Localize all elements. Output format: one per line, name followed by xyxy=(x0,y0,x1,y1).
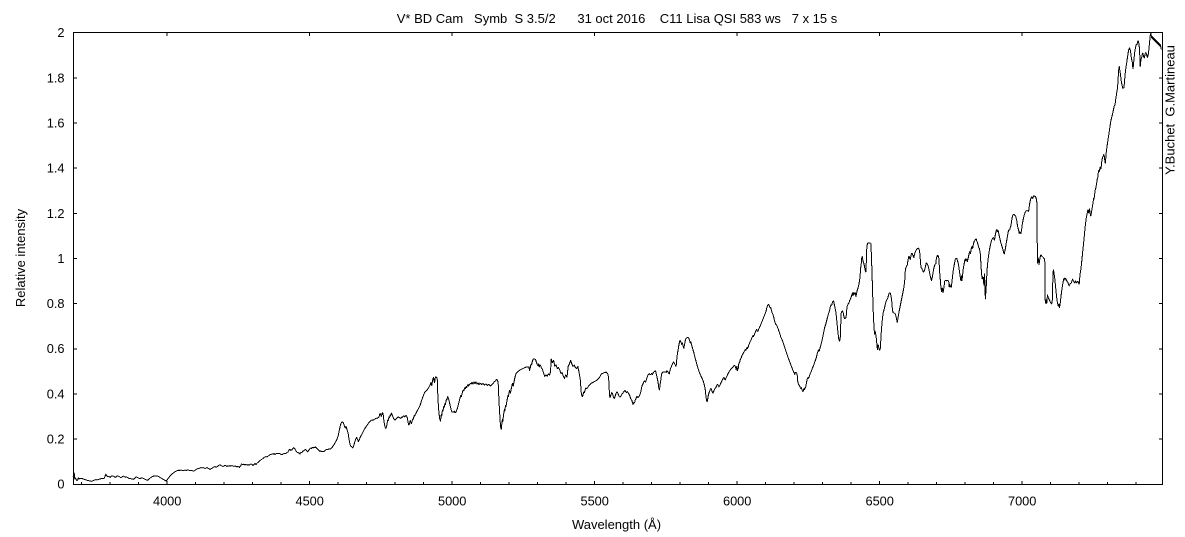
svg-text:0: 0 xyxy=(57,477,64,492)
svg-text:6000: 6000 xyxy=(723,494,751,509)
svg-text:Wavelength (Å): Wavelength (Å) xyxy=(572,517,661,532)
svg-text:0.2: 0.2 xyxy=(47,432,65,447)
svg-text:0.4: 0.4 xyxy=(47,386,65,401)
svg-text:1.8: 1.8 xyxy=(47,70,65,85)
svg-text:5000: 5000 xyxy=(438,494,466,509)
svg-text:7000: 7000 xyxy=(1008,494,1036,509)
svg-text:1.4: 1.4 xyxy=(47,161,65,176)
svg-text:4000: 4000 xyxy=(153,494,181,509)
svg-text:1.6: 1.6 xyxy=(47,116,65,131)
svg-text:1.2: 1.2 xyxy=(47,206,65,221)
svg-text:4500: 4500 xyxy=(295,494,323,509)
svg-text:V* BD Cam Symb S 3.5/2: V* BD Cam Symb S 3.5/2 31 oct 2016 C11 L… xyxy=(397,11,838,26)
svg-text:Relative intensity: Relative intensity xyxy=(13,208,28,307)
svg-text:6500: 6500 xyxy=(865,494,893,509)
svg-text:0.8: 0.8 xyxy=(47,296,65,311)
svg-text:0.6: 0.6 xyxy=(47,341,65,356)
svg-text:2: 2 xyxy=(57,25,64,40)
svg-text:5500: 5500 xyxy=(580,494,608,509)
svg-text:1: 1 xyxy=(57,251,64,266)
svg-text:Y.Buchet G.Martineau: Y.Buchet G.Martineau xyxy=(1163,45,1178,175)
